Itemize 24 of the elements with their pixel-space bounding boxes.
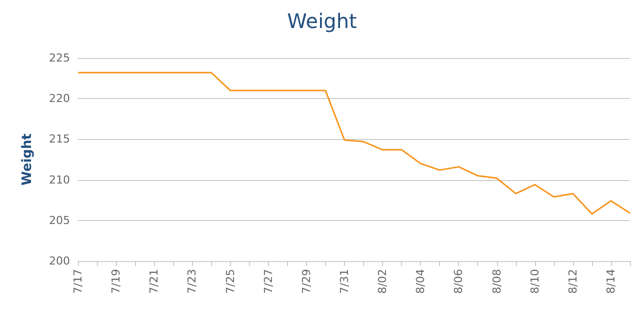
x-tick-label: 8/10 bbox=[528, 269, 542, 294]
y-axis-title: Weight bbox=[20, 134, 35, 186]
y-tick-label: 220 bbox=[49, 92, 70, 106]
x-tick-label: 8/06 bbox=[452, 269, 466, 294]
y-tick-label: 210 bbox=[49, 173, 70, 186]
y-tick-label: 205 bbox=[49, 214, 70, 227]
x-tick-label: 7/27 bbox=[262, 269, 275, 294]
y-tick-label: 200 bbox=[49, 254, 70, 268]
x-tick-label: 8/08 bbox=[490, 269, 504, 294]
x-tick-label: 7/17 bbox=[72, 269, 84, 294]
x-tick-label: 7/29 bbox=[300, 269, 313, 294]
x-tick-label: 8/04 bbox=[414, 269, 428, 294]
x-tick-label: 8/14 bbox=[604, 269, 618, 294]
x-tick-label: 8/02 bbox=[376, 269, 390, 294]
chart-title: Weight bbox=[287, 9, 357, 33]
x-tick-label: 7/21 bbox=[148, 269, 161, 294]
x-tick-label: 7/25 bbox=[224, 269, 237, 294]
x-tick-label: 7/31 bbox=[338, 269, 351, 294]
x-tick-label: 7/19 bbox=[110, 269, 123, 294]
line-series bbox=[77, 72, 631, 215]
y-tick-label: 225 bbox=[49, 52, 70, 64]
y-tick-label: 215 bbox=[49, 132, 70, 146]
x-tick-label: 8/12 bbox=[566, 269, 580, 294]
x-tick-label: 7/23 bbox=[186, 269, 199, 294]
